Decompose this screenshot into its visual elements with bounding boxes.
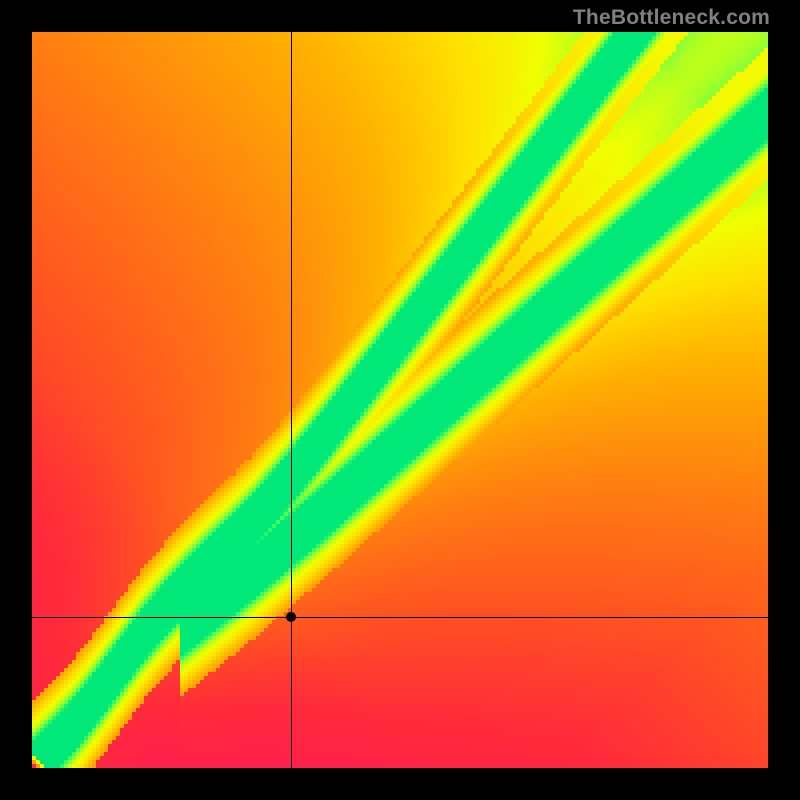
bottleneck-heatmap bbox=[32, 32, 768, 768]
watermark-text: TheBottleneck.com bbox=[573, 6, 770, 30]
chart-container: TheBottleneck.com bbox=[0, 0, 800, 800]
